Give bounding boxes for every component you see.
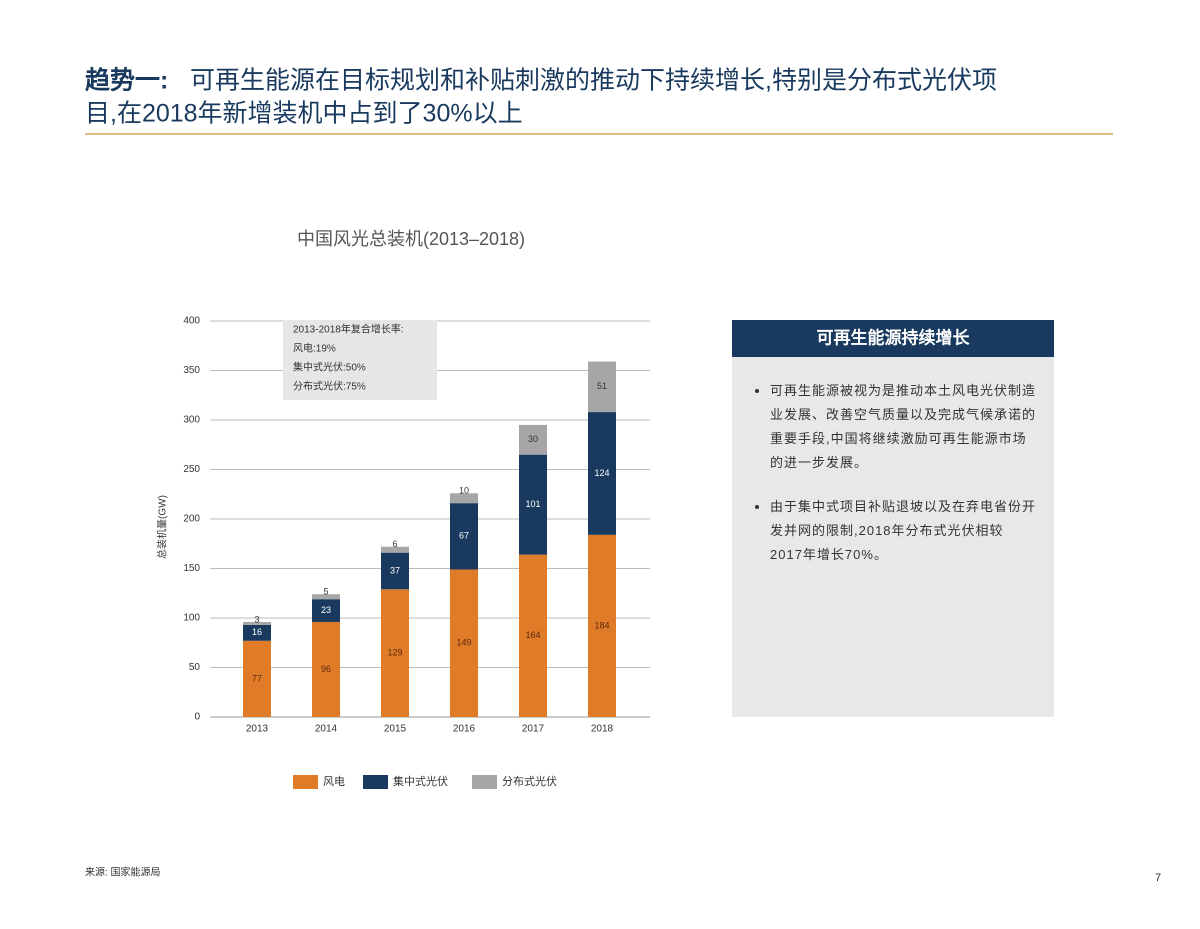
bullet: 由于集中式项目补贴退坡以及在弃电省份开发并网的限制,2018年分布式光伏相较20…	[770, 495, 1036, 567]
bar-segment	[519, 554, 547, 717]
y-tick-label: 350	[183, 365, 200, 376]
bar-segment	[588, 412, 616, 535]
data-label: 37	[390, 565, 400, 575]
bar-segment	[381, 589, 409, 717]
bar-segment	[243, 640, 271, 717]
bar-segment	[450, 569, 478, 717]
title-lead: 趋势一:	[85, 67, 168, 95]
data-label: 184	[594, 620, 609, 630]
bar-segment	[312, 621, 340, 717]
x-tick-label: 2017	[522, 724, 545, 735]
annotation: 分布式光伏:75%	[293, 380, 366, 393]
data-label: 5	[323, 587, 328, 597]
x-tick-label: 2015	[384, 724, 407, 735]
title: 目,在2018年新增装机中占到了30%以上	[85, 100, 523, 128]
y-axis-label: 总装机量(GW)	[156, 495, 169, 559]
y-tick-label: 400	[183, 316, 200, 327]
data-label: 67	[459, 531, 469, 541]
bar-segment	[519, 424, 547, 455]
chart-title: 中国风光总装机(2013–2018)	[297, 229, 525, 249]
bar-segment	[243, 624, 271, 641]
title: 可再生能源在目标规划和补贴刺激的推动下持续增长,特别是分布式光伏项	[190, 67, 997, 95]
data-label: 6	[392, 539, 397, 549]
sidebar-header	[732, 320, 1054, 357]
data-label: 16	[252, 627, 262, 637]
data-label: 3	[254, 614, 259, 624]
bar-segment	[381, 546, 409, 553]
sidebar-title: 可再生能源持续增长	[817, 327, 971, 347]
bar-segment	[588, 361, 616, 413]
bar-segment	[243, 621, 271, 625]
data-label: 10	[459, 486, 469, 496]
y-tick-label: 100	[183, 613, 200, 624]
annotation-box	[283, 320, 437, 400]
bullets: 可再生能源被视为是推动本土风电光伏制造业发展、改善空气质量以及完成气候承诺的重要…	[758, 379, 1036, 567]
data-label: 149	[456, 638, 471, 648]
y-tick-label: 150	[183, 563, 200, 574]
y-tick-label: 0	[194, 712, 200, 723]
bar-segment	[588, 534, 616, 717]
bar-segment	[381, 552, 409, 590]
data-label: 51	[597, 381, 607, 391]
y-tick-label: 250	[183, 464, 200, 475]
y-tick-label: 300	[183, 415, 200, 426]
bar-segment	[312, 599, 340, 622]
page-number: 7	[1155, 872, 1161, 884]
data-label: 129	[387, 648, 402, 658]
x-tick-label: 2018	[591, 724, 614, 735]
data-label: 164	[525, 630, 540, 640]
bar-segment	[519, 454, 547, 555]
legend-label: 风电	[323, 775, 345, 788]
y-tick-label: 200	[183, 514, 200, 525]
source: 来源: 国家能源局	[85, 866, 161, 879]
legend-label: 分布式光伏	[502, 774, 557, 788]
legend-swatch	[472, 775, 497, 789]
bar-segment	[450, 503, 478, 570]
legend-label: 集中式光伏	[393, 774, 448, 788]
annotation: 风电:19%	[293, 342, 336, 355]
data-label: 124	[594, 468, 609, 478]
data-label: 30	[528, 434, 538, 444]
annotation: 2013-2018年复合增长率:	[293, 323, 404, 336]
legend-swatch	[363, 775, 388, 789]
bullet: 可再生能源被视为是推动本土风电光伏制造业发展、改善空气质量以及完成气候承诺的重要…	[770, 379, 1036, 475]
x-tick-label: 2014	[315, 724, 338, 735]
annotation: 集中式光伏:50%	[293, 361, 366, 374]
x-tick-label: 2013	[246, 724, 269, 735]
x-tick-label: 2016	[453, 724, 476, 735]
legend-swatch	[293, 775, 318, 789]
y-tick-label: 50	[189, 662, 201, 673]
data-label: 77	[252, 673, 262, 683]
sidebar-body: 可再生能源被视为是推动本土风电光伏制造业发展、改善空气质量以及完成气候承诺的重要…	[732, 357, 1054, 717]
bar-segment	[312, 594, 340, 600]
data-label: 101	[525, 499, 540, 509]
bar-segment	[450, 493, 478, 504]
data-label: 23	[321, 605, 331, 615]
data-label: 96	[321, 664, 331, 674]
